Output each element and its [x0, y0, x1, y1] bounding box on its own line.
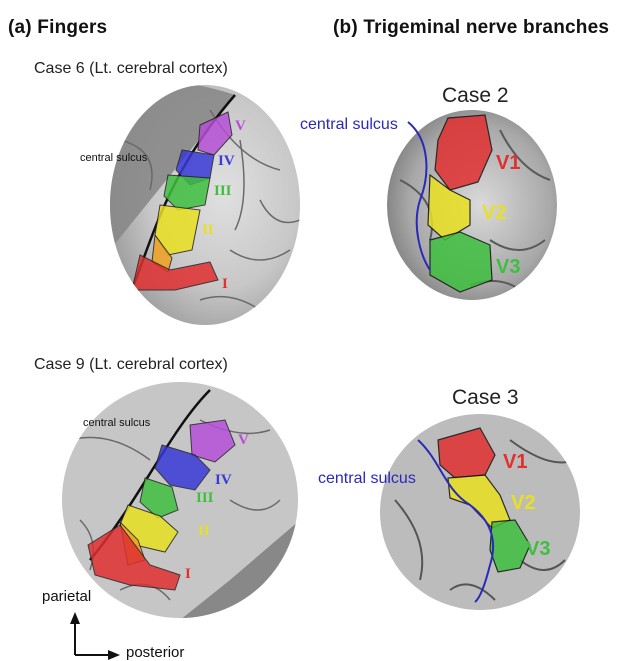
case6-region-v: [197, 111, 233, 156]
case2-label: Case 2: [442, 84, 509, 107]
case6-label-v: V: [235, 118, 246, 134]
case6-region-ii: [154, 204, 201, 256]
case6-label-ii: II: [202, 222, 214, 238]
case3-label-v1: V1: [503, 451, 528, 473]
case9-region-iii: [139, 477, 179, 519]
parietal-axis-label: parietal: [42, 588, 92, 605]
case6-label-iv: IV: [218, 153, 235, 169]
case6-region-iii: [163, 174, 211, 211]
case9-label-i: I: [185, 566, 191, 582]
case9-label: Case 9 (Lt. cerebral cortex): [34, 356, 228, 373]
case6-label-iii: III: [214, 183, 232, 199]
case3-label: Case 3: [452, 386, 519, 409]
case3-label-v2: V2: [511, 492, 536, 514]
parietal-arrow-icon: [70, 612, 80, 624]
case3-central-sulcus-line: [417, 439, 495, 603]
case2-region-v2: [427, 173, 471, 241]
case9-sulcus-label: central sulcus: [83, 417, 151, 429]
case3-sulcus-label: central sulcus: [318, 470, 416, 487]
posterior-axis-label: posterior: [126, 644, 185, 661]
case9-label-v: V: [238, 432, 249, 448]
case2-region-v3: [429, 231, 493, 293]
case9-region-iv: [154, 444, 211, 491]
case2-central-sulcus-line: [407, 121, 431, 271]
case6-label: Case 6 (Lt. cerebral cortex): [34, 60, 228, 77]
case3-label-v3: V3: [526, 538, 551, 560]
case9-label-iii: III: [196, 490, 214, 506]
case6-label-i: I: [222, 276, 228, 292]
case6-sulcus-label: central sulcus: [80, 152, 148, 164]
case9-region-i: [87, 524, 181, 591]
case2-sulcus-label: central sulcus: [300, 116, 398, 133]
case9-label-ii: II: [198, 523, 210, 539]
case2-label-v2: V2: [482, 202, 507, 224]
posterior-arrow-icon: [108, 650, 120, 660]
trigeminal-section-title: (b) Trigeminal nerve branches: [333, 17, 610, 38]
case9-region-v: [189, 419, 236, 463]
fingers-section-title: (a) Fingers: [8, 17, 108, 38]
case2-region-v1: [434, 114, 493, 191]
case9-label-iv: IV: [215, 472, 232, 488]
case2-label-v1: V1: [496, 152, 521, 174]
case3-region-v3: [489, 519, 531, 573]
case2-label-v3: V3: [496, 256, 521, 278]
